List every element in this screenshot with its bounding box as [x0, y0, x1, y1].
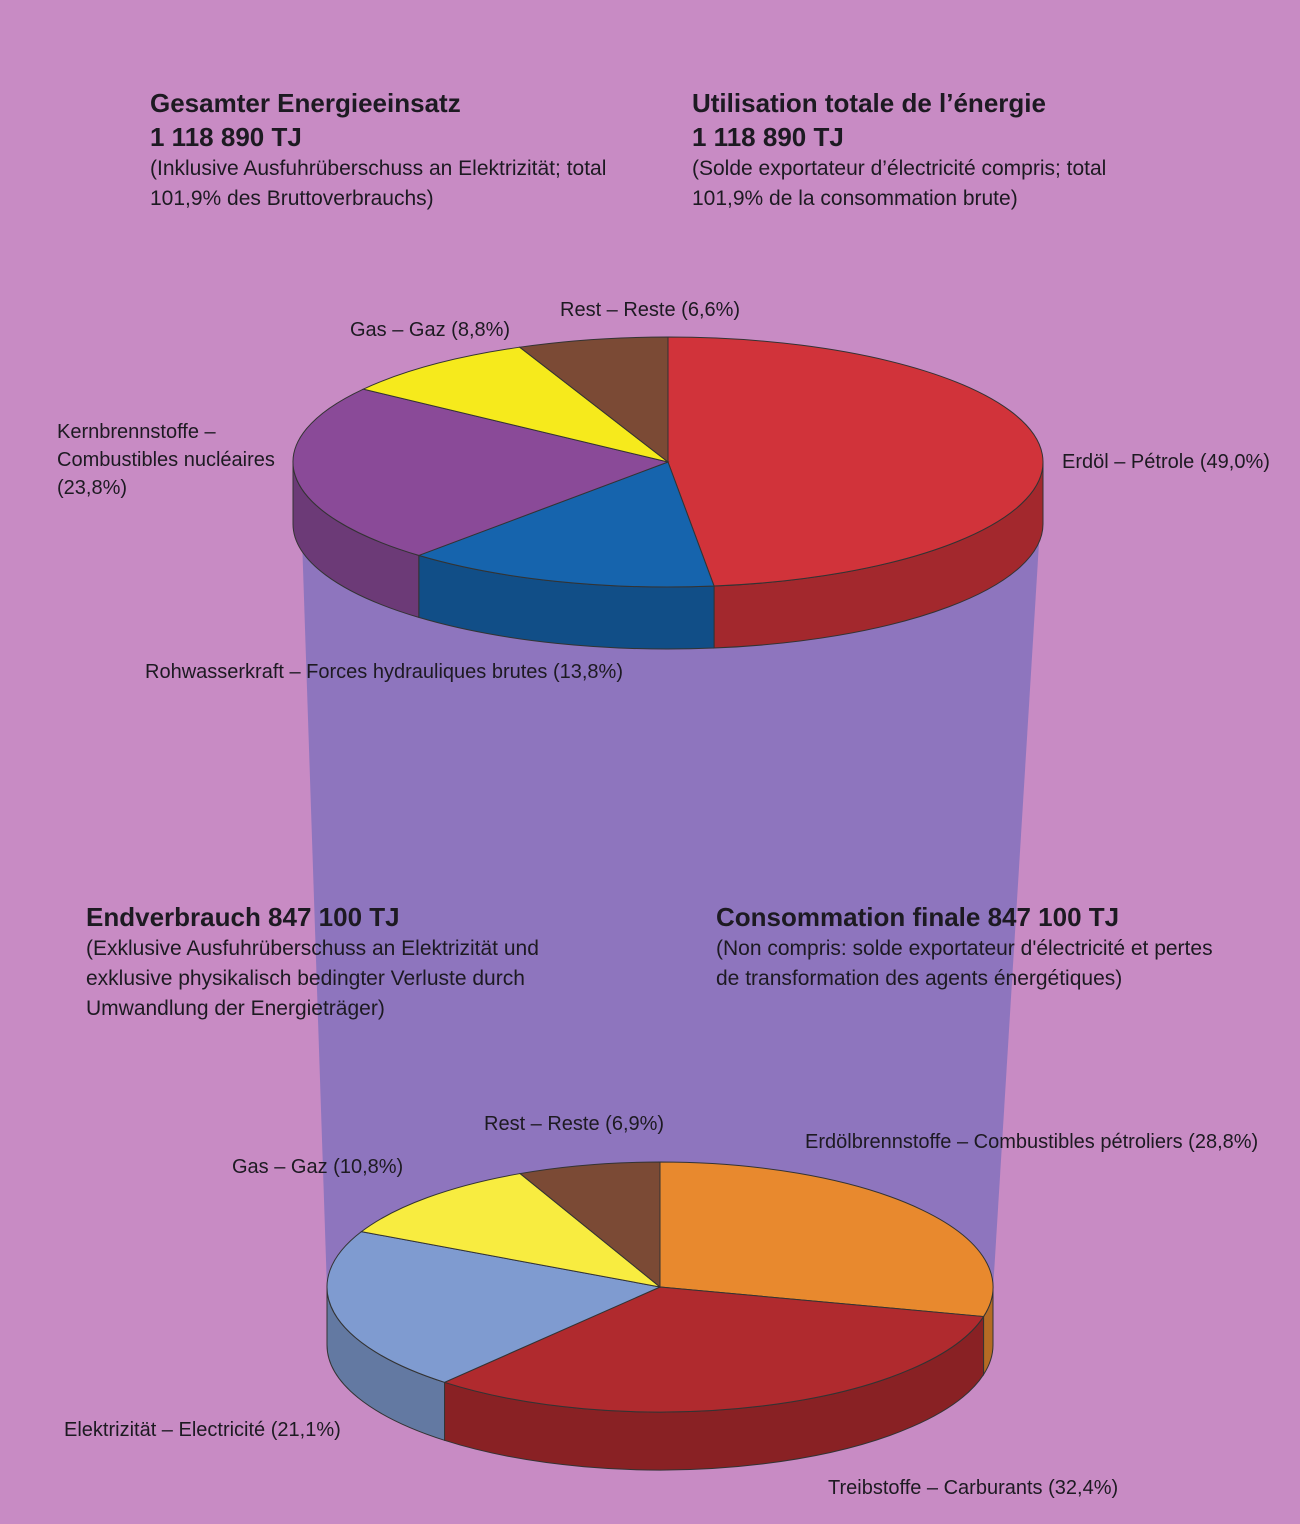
value-label: (6,9%)	[605, 1113, 665, 1135]
slice-label: Erdöl – Pétrole (49,0%)	[1062, 448, 1300, 476]
value-label: (21,1%)	[270, 1419, 341, 1441]
value-label: (28,8%)	[1188, 1131, 1259, 1153]
value-label: (32,4%)	[1048, 1477, 1119, 1499]
slice	[443, 1286, 985, 1413]
category-label: Treibstoffe – Carburants	[828, 1477, 1043, 1499]
slice-label: Rest – Reste (6,6%)	[560, 296, 780, 324]
total: 1 118 890 TJ	[692, 122, 844, 152]
slice	[326, 1231, 662, 1383]
slice	[518, 1161, 661, 1289]
slice-label: Kernbrennstoffe – Combustibles nucléaire…	[57, 418, 307, 502]
slice	[361, 346, 669, 463]
slice	[667, 336, 1044, 587]
value-label: (10,8%)	[333, 1156, 404, 1178]
slice-label: Erdölbrennstoffe – Combustibles pétrolie…	[805, 1128, 1295, 1156]
subtitle: (Solde exportateur d’électricité compris…	[692, 157, 1107, 210]
category-label: Rest – Reste	[560, 299, 676, 321]
total: 1 118 890 TJ	[150, 122, 302, 152]
title-block: Utilisation totale de l’énergie 1 118 89…	[692, 86, 1252, 214]
category-label: Gas – Gaz	[350, 319, 446, 341]
slice-label: Elektrizität – Electricité (21,1%)	[64, 1416, 384, 1444]
title: Consommation finale 847 100 TJ	[716, 902, 1120, 932]
subtitle: (Non compris: solde exportateur d'électr…	[716, 937, 1213, 990]
slice	[659, 1161, 994, 1318]
title-block: Endverbrauch 847 100 TJ (Exklusive Ausfu…	[86, 900, 646, 1024]
value-label: (13,8%)	[552, 661, 623, 683]
title: Gesamter Energieeinsatz	[150, 88, 461, 118]
slice	[518, 336, 669, 464]
title-block: Gesamter Energieeinsatz 1 118 890 TJ (In…	[150, 86, 670, 214]
slice-label: Gas – Gaz (10,8%)	[232, 1153, 452, 1181]
value-label: (23,8%)	[57, 477, 128, 499]
slice-label: Gas – Gaz (8,8%)	[350, 316, 570, 344]
title: Utilisation totale de l’énergie	[692, 88, 1046, 118]
category-label: Erdölbrennstoffe – Combustibles pétrolie…	[805, 1131, 1183, 1153]
subtitle: (Inklusive Ausfuhrüberschuss an Elektriz…	[150, 157, 607, 210]
subtitle: (Exklusive Ausfuhrüberschuss an Elektriz…	[86, 937, 539, 1020]
slice	[360, 1173, 661, 1288]
connector	[300, 478, 1043, 1290]
category-label: Kernbrennstoffe – Combustibles nucléaire…	[57, 421, 275, 471]
value-label: (8,8%)	[451, 319, 511, 341]
slice	[292, 388, 670, 556]
value-label: (49,0%)	[1199, 451, 1270, 473]
category-label: Erdöl – Pétrole	[1062, 451, 1195, 473]
title-block: Consommation finale 847 100 TJ (Non comp…	[716, 900, 1276, 994]
category-label: Elektrizität – Electricité	[64, 1419, 266, 1441]
category-label: Gas – Gaz	[232, 1156, 328, 1178]
slice	[417, 461, 715, 588]
title: Endverbrauch 847 100 TJ	[86, 902, 400, 932]
slice-label: Rohwasserkraft – Forces hydrauliques bru…	[145, 658, 665, 686]
slice-label: Rest – Reste (6,9%)	[484, 1110, 704, 1138]
category-label: Rohwasserkraft – Forces hydrauliques bru…	[145, 661, 548, 683]
slice-label: Treibstoffe – Carburants (32,4%)	[828, 1474, 1158, 1502]
category-label: Rest – Reste	[484, 1113, 600, 1135]
value-label: (6,6%)	[681, 299, 741, 321]
